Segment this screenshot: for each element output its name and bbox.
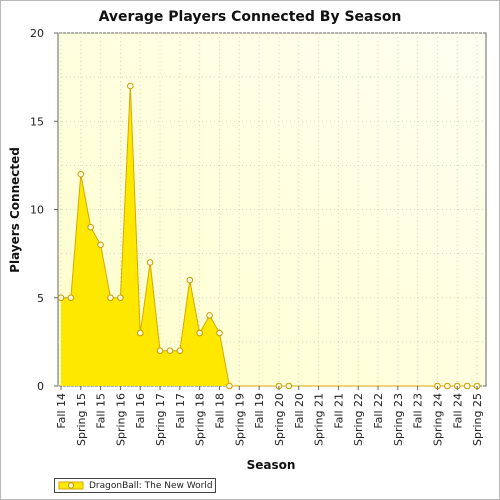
x-tick-label: Fall 23 <box>412 393 425 429</box>
data-point <box>57 294 65 302</box>
x-axis: Fall 14 Spring 15 Fall 15 Spring 16 Fall 16 S… <box>55 386 484 446</box>
y-tick-label: 0 <box>37 380 44 393</box>
x-tick-label: Fall 14 <box>55 393 68 429</box>
y-tick-label: 20 <box>30 27 44 40</box>
data-point <box>107 294 114 302</box>
x-tick-label: Fall 18 <box>213 393 226 429</box>
x-tick-label: Fall 22 <box>372 393 385 429</box>
data-point <box>136 329 144 337</box>
x-tick-label: Fall 15 <box>95 393 108 429</box>
x-tick-label: Fall 17 <box>174 393 187 429</box>
x-tick-label: Spring 21 <box>313 393 326 446</box>
x-tick-label: Spring 25 <box>471 393 484 446</box>
data-point <box>463 382 471 390</box>
x-tick-label: Spring 15 <box>75 393 88 446</box>
data-point <box>226 382 233 390</box>
data-point <box>176 347 184 355</box>
y-axis: 0 5 10 15 20 <box>30 27 58 393</box>
x-tick-label: Spring 24 <box>431 393 444 446</box>
grid-lines <box>58 32 486 387</box>
data-point <box>117 294 124 302</box>
x-tick-label: Spring 16 <box>114 393 127 446</box>
y-tick-label: 5 <box>37 292 44 305</box>
x-tick-label: Fall 24 <box>451 393 464 429</box>
legend: DragonBall: The New World <box>54 478 216 493</box>
data-point <box>285 382 293 390</box>
x-tick-label: Fall 20 <box>293 393 306 429</box>
data-point <box>127 82 134 90</box>
x-tick-label: Fall 19 <box>253 393 266 429</box>
data-point <box>196 329 203 337</box>
x-tick-label: Spring 22 <box>352 393 365 446</box>
legend-label: DragonBall: The New World <box>89 480 213 491</box>
data-point <box>97 241 104 249</box>
data-point <box>206 312 213 319</box>
x-tick-label: Spring 17 <box>154 393 167 446</box>
y-axis-title: Players Connected <box>8 147 22 273</box>
x-tick-label: Fall 16 <box>134 393 147 429</box>
x-axis-title: Season <box>247 458 296 472</box>
data-point <box>166 347 174 355</box>
data-point <box>216 329 223 337</box>
chart-title: Average Players Connected By Season <box>99 9 402 25</box>
data-point <box>67 294 75 302</box>
y-tick-label: 15 <box>30 115 44 128</box>
data-point <box>156 347 164 355</box>
x-tick-label: Spring 23 <box>392 393 405 446</box>
series-area <box>60 85 478 386</box>
data-point <box>444 382 451 390</box>
x-tick-label: Spring 20 <box>273 393 286 446</box>
data-point <box>146 259 154 266</box>
data-point <box>77 170 85 178</box>
x-tick-label: Spring 18 <box>194 393 207 446</box>
x-tick-label: Fall 21 <box>332 393 345 429</box>
x-tick-label: Spring 19 <box>233 393 246 446</box>
legend-swatch <box>58 481 84 490</box>
y-tick-label: 10 <box>30 204 44 217</box>
data-point <box>87 223 94 231</box>
data-point <box>186 276 194 284</box>
